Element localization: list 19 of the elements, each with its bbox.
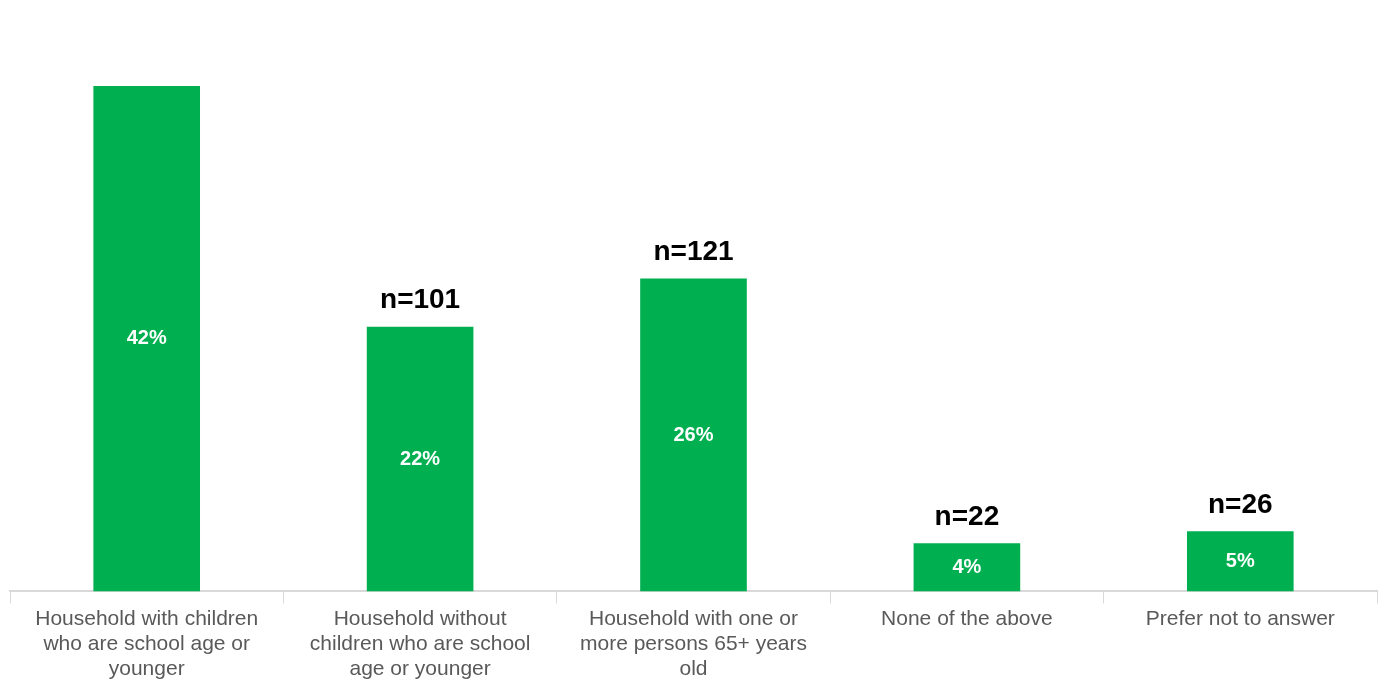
bar	[1186, 531, 1294, 592]
x-tick-label: Household without children who are school age or younger	[309, 605, 531, 680]
annotation: n=101	[380, 283, 461, 315]
x-tick-label: Prefer not to answer	[1145, 605, 1335, 629]
data-label: 42%	[126, 326, 167, 349]
annotation: n=121	[653, 235, 734, 267]
annotation: n=22	[934, 499, 1000, 531]
data-label: 5%	[1225, 548, 1255, 571]
bar	[93, 86, 201, 592]
bar	[640, 278, 747, 592]
x-tick-label: Household with one or more persons 65+ years old	[579, 605, 808, 680]
bar	[366, 326, 474, 592]
data-label: 26%	[673, 422, 714, 445]
annotation: n=26	[1208, 487, 1273, 519]
data-label: 22%	[400, 446, 441, 469]
data-label: 4%	[952, 554, 982, 577]
x-tick-label: None of the above	[881, 605, 1053, 629]
bar	[913, 543, 1021, 592]
x-tick-label: Household with children who are school age or younger	[35, 605, 259, 680]
